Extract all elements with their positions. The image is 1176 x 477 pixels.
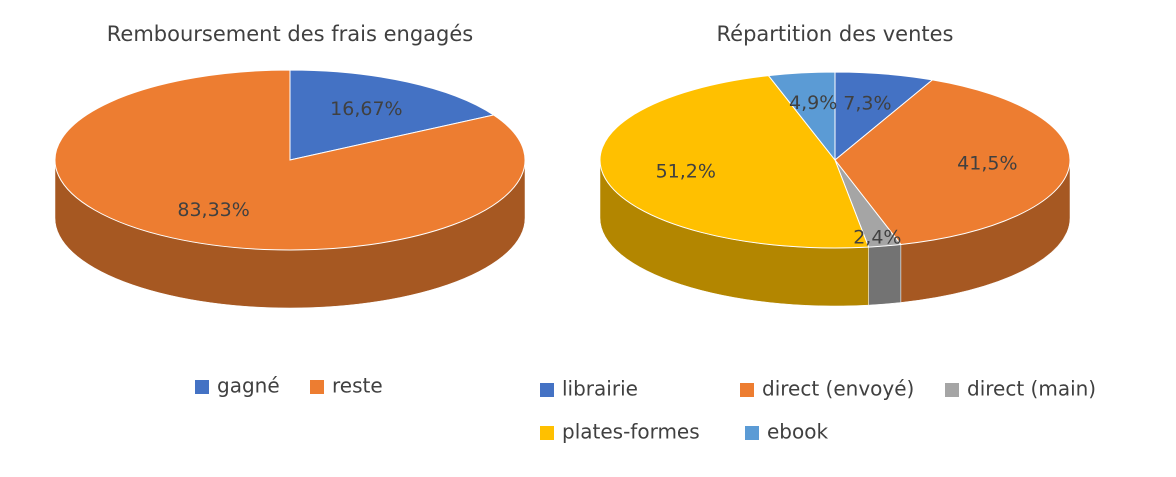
data-label: 41,5% [957, 153, 1017, 175]
legend-label: direct (main) [967, 377, 1096, 401]
legend-label: plates-formes [562, 420, 700, 444]
legend-swatch [540, 426, 554, 440]
slice [834, 79, 1071, 246]
data-label: 16,67% [330, 98, 402, 120]
legend-swatch [310, 380, 324, 394]
legend-swatch [195, 380, 209, 394]
chart-title: Remboursement des frais engagés [107, 22, 473, 46]
legend-swatch [740, 383, 754, 397]
legend-swatch [945, 383, 959, 397]
slice [289, 69, 495, 161]
legend-label: ebook [767, 420, 828, 444]
data-label: 51,2% [656, 161, 716, 183]
chart-title: Répartition des ventes [717, 22, 954, 46]
legend-label: reste [332, 374, 383, 398]
legend-label: gagné [217, 374, 280, 398]
legend-label: librairie [562, 377, 638, 401]
legend-swatch [540, 383, 554, 397]
data-label: 83,33% [177, 199, 249, 221]
legend-swatch [745, 426, 759, 440]
data-label: 2,4% [853, 227, 901, 249]
slice [767, 71, 836, 162]
legend-label: direct (envoyé) [762, 377, 914, 401]
slice [54, 69, 526, 251]
slice-side [868, 244, 902, 306]
data-label: 4,9% [789, 92, 837, 114]
slice [599, 75, 870, 249]
data-label: 7,3% [843, 93, 891, 115]
